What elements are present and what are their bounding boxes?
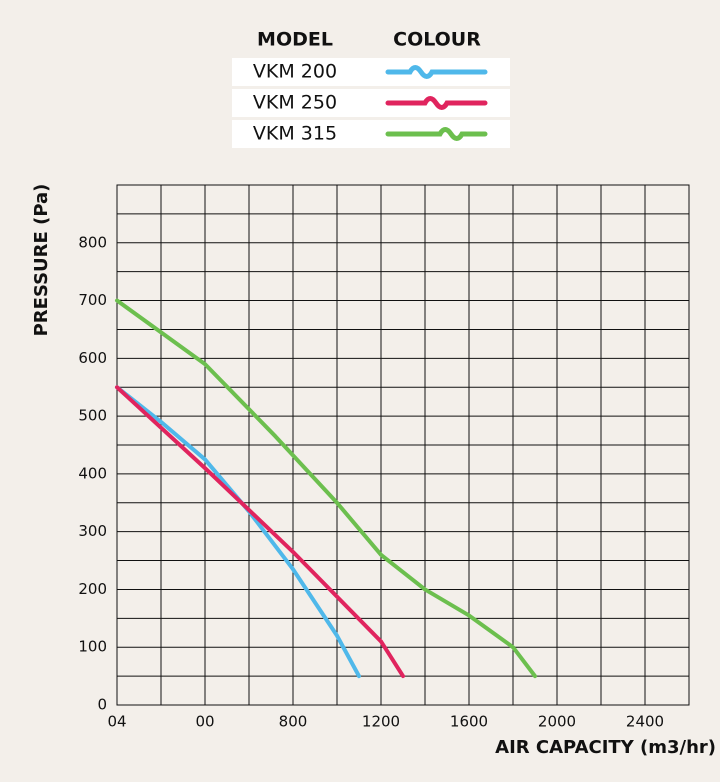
y-tick-label: 0 xyxy=(97,696,107,714)
x-tick-label: 2400 xyxy=(626,713,664,731)
y-tick-label: 400 xyxy=(78,464,107,482)
x-tick-label: 04 xyxy=(107,713,126,731)
legend-header: COLOUR xyxy=(393,29,481,51)
x-tick-label: 2000 xyxy=(538,713,576,731)
x-tick-label: 1600 xyxy=(450,713,488,731)
legend-label: VKM 315 xyxy=(253,123,337,145)
x-tick-label: 1200 xyxy=(362,713,400,731)
y-axis-title: PRESSURE (Pa) xyxy=(31,184,52,337)
legend-label: VKM 200 xyxy=(253,61,337,83)
x-tick-label: 00 xyxy=(195,713,214,731)
legend-swatch xyxy=(385,96,488,110)
legend-swatch xyxy=(385,65,488,79)
legend-label: VKM 250 xyxy=(253,92,337,114)
y-tick-label: 500 xyxy=(78,407,107,425)
series-line xyxy=(115,298,537,679)
series-line xyxy=(115,385,405,679)
x-axis-title: AIR CAPACITY (m3/hr) xyxy=(495,737,716,758)
y-tick-label: 700 xyxy=(78,291,107,309)
y-tick-label: 200 xyxy=(78,580,107,598)
y-tick-label: 600 xyxy=(78,349,107,367)
y-tick-label: 300 xyxy=(78,522,107,540)
x-tick-label: 800 xyxy=(279,713,308,731)
legend-header: MODEL xyxy=(257,29,333,51)
y-tick-label: 100 xyxy=(78,638,107,656)
legend-swatch xyxy=(385,127,488,141)
y-tick-label: 800 xyxy=(78,233,107,251)
